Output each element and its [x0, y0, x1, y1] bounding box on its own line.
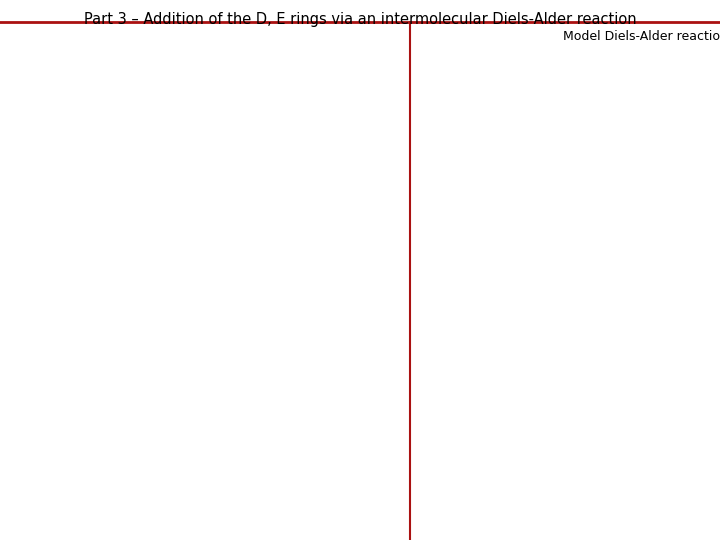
Text: Model Diels-Alder reaction.: Model Diels-Alder reaction. [563, 30, 720, 43]
Text: Part 3 – Addition of the D, E rings via an intermolecular Diels-Alder reaction: Part 3 – Addition of the D, E rings via … [84, 12, 636, 27]
